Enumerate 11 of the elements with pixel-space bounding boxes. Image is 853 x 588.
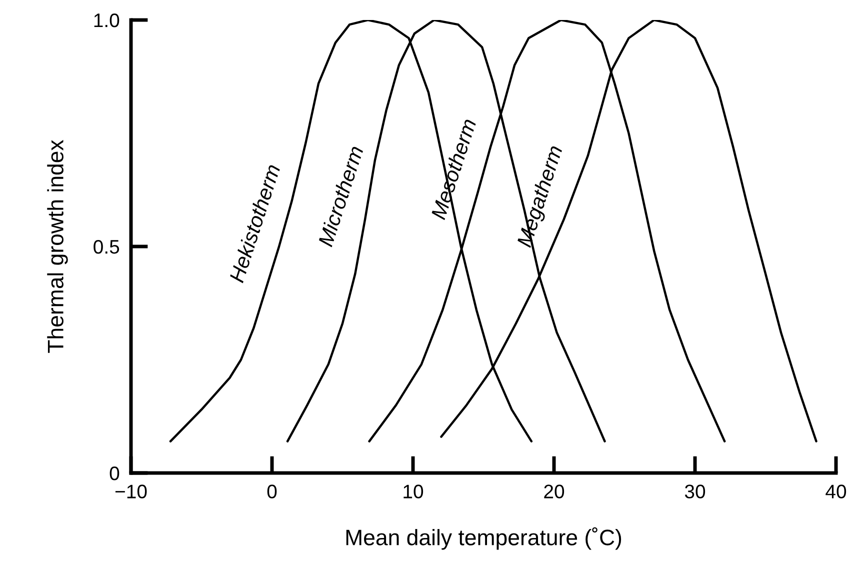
x-tick-label: 30 xyxy=(684,484,706,498)
x-tick-label: 20 xyxy=(544,484,564,498)
y-tick-label: 1.0 xyxy=(94,13,120,28)
x-tick-label: 10 xyxy=(404,484,424,498)
y-axis-title: Thermal growth index xyxy=(47,140,68,353)
x-tick-label: −10 xyxy=(115,484,147,498)
x-tick-label: 40 xyxy=(826,484,846,498)
y-tick-label: 0.5 xyxy=(94,240,120,254)
y-tick-label: 0 xyxy=(110,466,120,480)
x-tick-label: 0 xyxy=(267,484,277,498)
x-axis-title: Mean daily temperature (˚C) xyxy=(346,527,622,550)
